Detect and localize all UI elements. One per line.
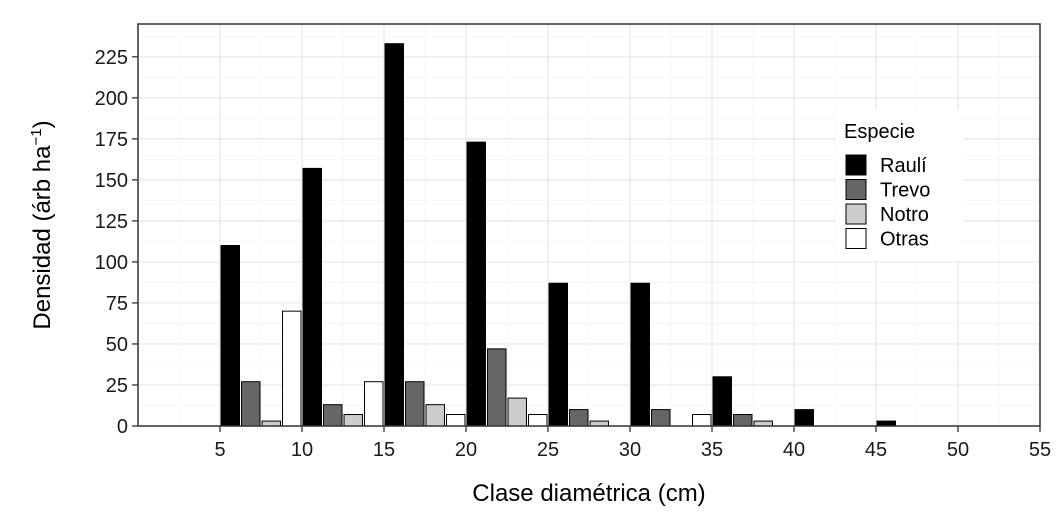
bar-trevo-5 [241, 381, 261, 427]
y-tick-label: 150 [95, 170, 128, 192]
bar-raul-15 [384, 43, 404, 427]
x-tick-label: 30 [619, 439, 641, 461]
legend-label-otras: Otras [880, 229, 929, 251]
y-tick-label: 50 [106, 334, 128, 356]
x-tick-label: 35 [701, 439, 723, 461]
bar-trevo-20 [487, 348, 507, 427]
bar-trevo-35 [733, 414, 753, 427]
plot-frame [137, 23, 1041, 427]
y-tick-label: 200 [95, 88, 128, 110]
bar-trevo-25 [569, 409, 589, 427]
bar-trevo-10 [323, 404, 343, 427]
x-axis: 5 10 15 20 25 30 35 40 45 50 55 [214, 426, 1051, 461]
y-axis-title-superscript: −1 [28, 128, 45, 145]
bar-trevo-30 [651, 409, 671, 427]
y-tick-label: 0 [117, 416, 128, 438]
bar-notro-15 [425, 404, 445, 427]
legend-key-raul [845, 154, 867, 176]
legend-key-trevo [845, 179, 867, 200]
x-tick-label: 25 [537, 439, 559, 461]
legend-label-trevo: Trevo [880, 180, 930, 202]
legend-key-otras [845, 228, 867, 249]
x-tick-label: 5 [214, 439, 225, 461]
y-axis-title-main: Densidad (árb ha [29, 145, 56, 330]
bar-otras-15 [446, 414, 466, 427]
x-tick-label: 40 [783, 439, 805, 461]
legend-key-notro [845, 203, 867, 225]
x-tick-label: 10 [291, 439, 313, 461]
bar-otras-5 [282, 310, 302, 427]
x-tick-label: 20 [455, 439, 477, 461]
y-axis: 0 25 50 75 100 125 150 175 200 225 [95, 47, 138, 438]
legend-label-raul: Raulí [880, 155, 927, 177]
bar-otras-10 [364, 381, 384, 427]
y-tick-label: 225 [95, 47, 128, 69]
x-tick-label: 15 [373, 439, 395, 461]
y-tick-label: 25 [106, 375, 128, 397]
y-tick-label: 175 [95, 129, 128, 151]
bar-raul-30 [630, 282, 650, 427]
bar-raul-20 [466, 141, 486, 427]
y-tick-label: 125 [95, 211, 128, 233]
legend-title: Especie [844, 121, 915, 143]
bar-raul-10 [302, 167, 322, 427]
y-axis-title: Densidad (árb ha−1) [28, 120, 56, 329]
bar-otras-30 [692, 414, 712, 427]
bar-raul-35 [712, 376, 732, 427]
bar-otras-20 [528, 414, 548, 427]
y-tick-label: 100 [95, 252, 128, 274]
x-tick-label: 50 [947, 439, 969, 461]
bars [220, 43, 896, 427]
bar-trevo-15 [405, 381, 425, 427]
x-tick-label: 55 [1029, 439, 1051, 461]
x-axis-title: Clase diamétrica (cm) [472, 480, 705, 507]
y-axis-title-close: ) [29, 120, 56, 128]
bar-raul-40 [794, 409, 814, 427]
bar-notro-10 [343, 414, 363, 427]
legend-label-notro: Notro [880, 204, 929, 226]
bar-notro-20 [507, 397, 527, 427]
bar-raul-25 [548, 282, 568, 427]
y-tick-label: 75 [106, 293, 128, 315]
x-tick-label: 45 [865, 439, 887, 461]
bar-raul-5 [220, 245, 240, 427]
